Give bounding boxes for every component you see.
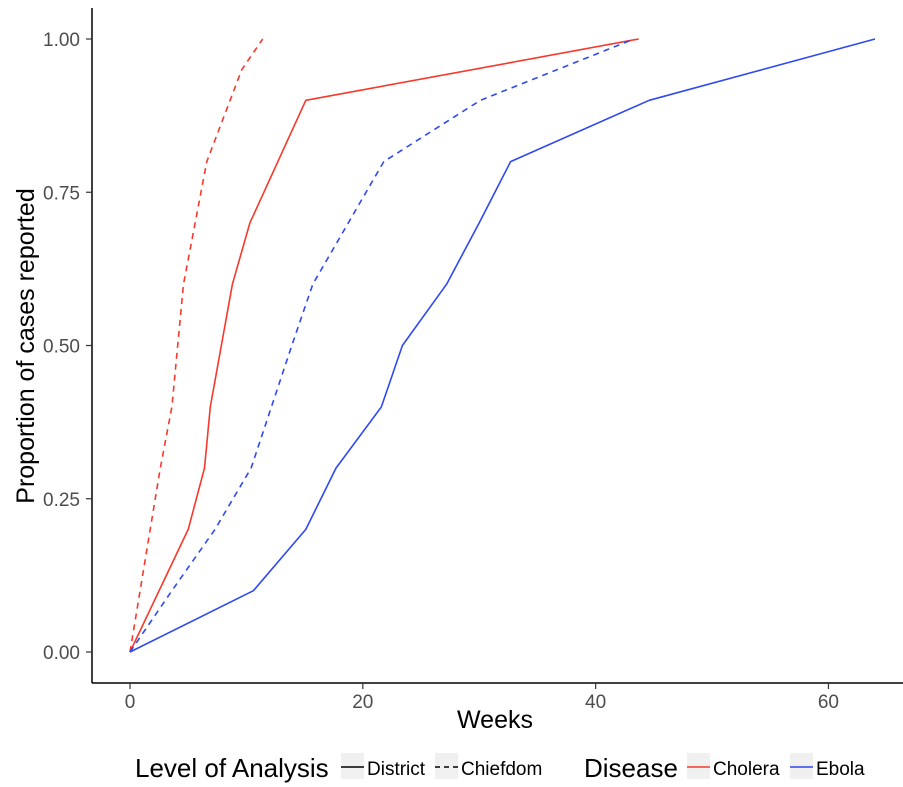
series-line-cholera-chiefdom [129,38,264,653]
y-tick-label: 0.00 [43,643,80,664]
series-line-cholera-district [129,38,639,653]
y-tick-label: 0.50 [43,337,80,358]
y-axis-title: Proportion of cases reported [12,188,40,503]
y-tick-label: 0.75 [43,183,80,204]
series-line-ebola-chiefdom [129,38,635,653]
legend-key-district-bg [341,753,364,779]
y-tick-label: 1.00 [43,30,80,51]
legend-label-ebola: Ebola [816,759,865,780]
legend-key-cholera-bg [687,753,710,779]
legend-title-disease: Disease [584,753,678,783]
legend-label-chiefdom: Chiefdom [461,759,542,780]
y-tick-label: 0.25 [43,490,80,511]
legend-key-ebola-bg [790,753,813,779]
legend-label-cholera: Cholera [713,759,780,780]
legend-label-district: District [367,759,426,780]
x-axis-title: Weeks [457,706,533,734]
legend: Level of Analysis District Chiefdom Dise… [135,753,865,783]
x-tick-label: 20 [352,692,373,713]
y-ticks: 0.00 0.25 0.50 0.75 1.00 [43,30,92,664]
legend-key-chiefdom-bg [435,753,458,779]
x-tick-label: 40 [585,692,606,713]
x-tick-label: 60 [818,692,839,713]
series-line-ebola-district [129,38,876,653]
series-layer [129,38,876,653]
x-ticks: 0 20 40 60 [125,683,839,713]
x-tick-label: 0 [125,692,136,713]
legend-title-linetype: Level of Analysis [135,753,329,783]
